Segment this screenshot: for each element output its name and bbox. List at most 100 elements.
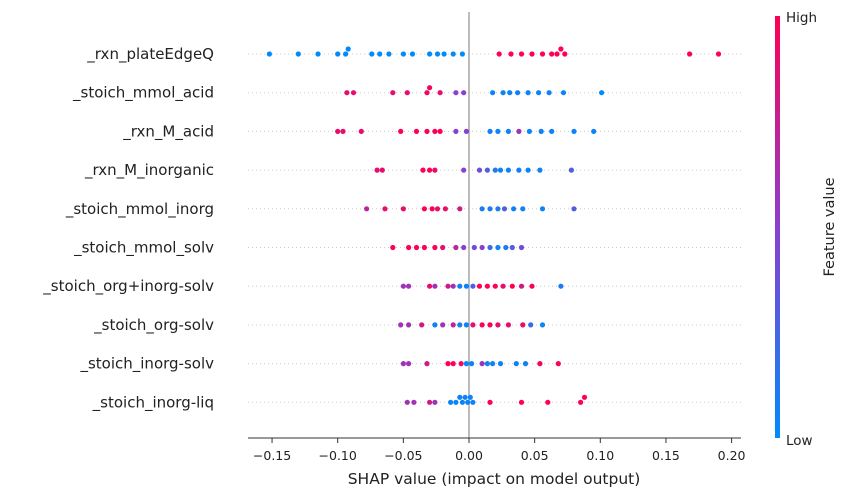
data-point (432, 322, 438, 328)
data-point (350, 90, 357, 96)
x-tick-label: 0.15 (652, 448, 680, 463)
data-point (500, 90, 506, 96)
data-point (495, 322, 501, 328)
data-point (432, 167, 438, 173)
data-point (441, 51, 447, 57)
data-point (390, 90, 396, 96)
data-point (555, 361, 561, 367)
data-point (496, 51, 502, 57)
data-point (442, 206, 448, 212)
data-point (437, 128, 443, 134)
data-point (400, 283, 406, 289)
data-point (463, 128, 469, 134)
data-point (518, 283, 525, 289)
data-point (526, 128, 533, 134)
data-point (484, 361, 490, 367)
data-point (382, 206, 388, 212)
data-point (344, 90, 350, 96)
data-point (448, 399, 454, 405)
data-point (463, 361, 469, 367)
feature-label: _stoich_org+inorg-solv (42, 277, 214, 296)
data-point (501, 206, 508, 212)
feature-label: _stoich_mmol_solv (73, 239, 214, 258)
data-point (457, 394, 463, 400)
data-point (538, 128, 544, 134)
feature-rows: _rxn_plateEdgeQ _stoich_mmol_acid _rxn_M_a… (42, 45, 741, 412)
data-point (487, 206, 493, 212)
data-point (377, 51, 383, 57)
data-point (369, 51, 375, 57)
data-point (419, 322, 425, 328)
data-point (518, 244, 525, 251)
data-point (437, 90, 443, 96)
data-point (421, 206, 427, 212)
data-point (500, 283, 506, 289)
data-point (492, 167, 498, 173)
data-point (374, 167, 380, 173)
data-point (476, 167, 483, 173)
data-point (390, 244, 396, 251)
data-point (715, 51, 722, 57)
feature-label: _stoich_mmol_inorg (65, 200, 214, 219)
data-point (568, 167, 575, 173)
data-point (463, 322, 469, 328)
data-point (528, 322, 534, 328)
data-point (457, 206, 463, 212)
data-point (406, 283, 412, 289)
data-point (476, 283, 483, 289)
x-tick-label: 0.10 (586, 448, 614, 463)
data-point (505, 167, 511, 173)
data-point (440, 244, 446, 251)
data-point (490, 361, 496, 367)
data-point (424, 90, 430, 96)
data-point (546, 90, 552, 96)
data-point (495, 128, 501, 134)
data-point (520, 322, 526, 328)
data-point (525, 167, 531, 173)
feature-label: _rxn_M_acid (122, 122, 214, 141)
data-point (492, 283, 498, 289)
data-point (445, 361, 451, 367)
data-point (484, 167, 490, 173)
x-tick-label: −0.10 (319, 448, 357, 463)
x-tick-label: −0.15 (253, 448, 291, 463)
data-point (508, 51, 514, 57)
x-tick-label: −0.05 (384, 448, 422, 463)
data-point (505, 128, 511, 134)
data-point (421, 244, 427, 251)
data-point (487, 322, 493, 328)
data-point (450, 51, 456, 57)
data-point (545, 399, 551, 405)
data-point (581, 394, 588, 400)
data-point (453, 244, 459, 251)
data-point (458, 361, 464, 367)
data-point (406, 244, 412, 251)
data-point (467, 394, 473, 400)
data-point (503, 244, 509, 251)
data-point (525, 90, 531, 96)
data-point (386, 51, 392, 57)
data-point (427, 399, 433, 405)
data-point (479, 322, 485, 328)
data-point (459, 399, 465, 405)
data-point (591, 128, 597, 134)
colorbar-high-label: High (786, 10, 817, 26)
feature-label: _rxn_plateEdgeQ (86, 45, 214, 64)
data-point (411, 399, 417, 405)
colorbar-low-label: Low (786, 433, 813, 449)
data-point (479, 206, 485, 212)
data-point (434, 51, 441, 57)
data-point (529, 51, 535, 57)
data-point (453, 128, 459, 134)
data-point (495, 244, 501, 251)
feature-label: _stoich_inorg-solv (79, 355, 214, 374)
feature-label: _stoich_mmol_acid (72, 84, 214, 103)
data-point (470, 399, 476, 405)
data-point (345, 46, 351, 52)
data-point (413, 128, 420, 134)
data-point (440, 322, 446, 328)
data-point (409, 51, 416, 57)
data-point (470, 283, 476, 289)
data-point (509, 244, 515, 251)
